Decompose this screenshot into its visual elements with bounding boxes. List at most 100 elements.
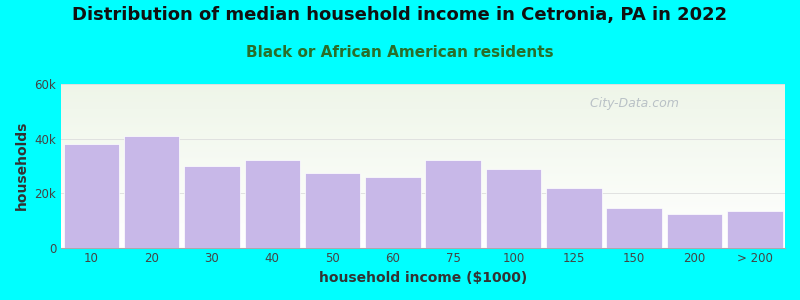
- Bar: [61, 177, 785, 178]
- Bar: [61, 106, 785, 107]
- Bar: [61, 231, 785, 232]
- Bar: [61, 201, 785, 202]
- Bar: [61, 219, 785, 220]
- Bar: [61, 184, 785, 185]
- Bar: [426, 160, 481, 248]
- Bar: [61, 84, 785, 85]
- Bar: [61, 104, 785, 105]
- Bar: [61, 114, 785, 115]
- Bar: [61, 118, 785, 119]
- Bar: [61, 173, 785, 174]
- Bar: [606, 208, 662, 248]
- Bar: [61, 96, 785, 97]
- Bar: [61, 112, 785, 113]
- Bar: [61, 129, 785, 130]
- Bar: [61, 186, 785, 187]
- Bar: [61, 236, 785, 237]
- X-axis label: household income ($1000): household income ($1000): [319, 271, 527, 285]
- Bar: [61, 221, 785, 222]
- Bar: [61, 87, 785, 88]
- Bar: [61, 232, 785, 233]
- Bar: [61, 164, 785, 165]
- Bar: [61, 224, 785, 225]
- Bar: [61, 153, 785, 154]
- Bar: [61, 160, 785, 161]
- Bar: [61, 90, 785, 91]
- Bar: [305, 172, 360, 248]
- Bar: [61, 126, 785, 127]
- Bar: [61, 204, 785, 205]
- Bar: [61, 169, 785, 170]
- Bar: [61, 155, 785, 156]
- Bar: [61, 208, 785, 209]
- Bar: [61, 225, 785, 226]
- Bar: [184, 166, 240, 247]
- Bar: [61, 132, 785, 133]
- Bar: [61, 228, 785, 229]
- Bar: [666, 214, 722, 248]
- Bar: [61, 172, 785, 173]
- Bar: [61, 150, 785, 151]
- Bar: [61, 154, 785, 155]
- Bar: [61, 171, 785, 172]
- Bar: [727, 211, 782, 247]
- Bar: [61, 222, 785, 223]
- Bar: [61, 182, 785, 183]
- Bar: [61, 147, 785, 148]
- Y-axis label: households: households: [15, 121, 29, 211]
- Bar: [61, 220, 785, 221]
- Bar: [61, 230, 785, 231]
- Bar: [63, 144, 119, 248]
- Bar: [61, 88, 785, 89]
- Bar: [61, 185, 785, 186]
- Bar: [61, 91, 785, 92]
- Bar: [61, 188, 785, 189]
- Bar: [61, 143, 785, 144]
- Bar: [61, 205, 785, 206]
- Bar: [61, 109, 785, 110]
- Bar: [61, 167, 785, 168]
- Bar: [61, 131, 785, 132]
- Bar: [61, 189, 785, 190]
- Text: Distribution of median household income in Cetronia, PA in 2022: Distribution of median household income …: [73, 6, 727, 24]
- Bar: [61, 135, 785, 136]
- Bar: [61, 229, 785, 230]
- Bar: [61, 94, 785, 95]
- Bar: [61, 137, 785, 138]
- Bar: [61, 210, 785, 211]
- Bar: [61, 139, 785, 140]
- Bar: [61, 99, 785, 100]
- Bar: [61, 183, 785, 184]
- Bar: [61, 227, 785, 228]
- Bar: [61, 120, 785, 121]
- Bar: [61, 136, 785, 137]
- Bar: [61, 200, 785, 201]
- Bar: [61, 246, 785, 247]
- Bar: [61, 162, 785, 163]
- Bar: [61, 92, 785, 93]
- Bar: [61, 176, 785, 177]
- Bar: [61, 157, 785, 158]
- Bar: [61, 198, 785, 199]
- Bar: [61, 113, 785, 114]
- Bar: [61, 235, 785, 236]
- Bar: [61, 239, 785, 240]
- Bar: [61, 144, 785, 145]
- Bar: [61, 194, 785, 195]
- Bar: [61, 95, 785, 96]
- Bar: [61, 243, 785, 244]
- Bar: [61, 238, 785, 239]
- Bar: [61, 197, 785, 198]
- Bar: [61, 202, 785, 203]
- Bar: [61, 138, 785, 139]
- Bar: [61, 103, 785, 104]
- Bar: [61, 163, 785, 164]
- Bar: [61, 168, 785, 169]
- Bar: [61, 192, 785, 193]
- Bar: [61, 195, 785, 196]
- Text: City-Data.com: City-Data.com: [582, 97, 679, 110]
- Bar: [61, 161, 785, 162]
- Bar: [61, 141, 785, 142]
- Bar: [61, 245, 785, 246]
- Bar: [61, 191, 785, 192]
